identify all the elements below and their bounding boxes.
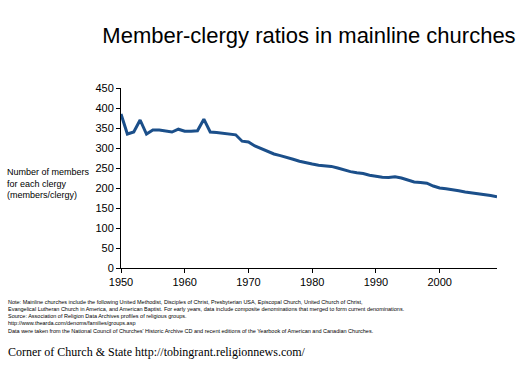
svg-text:100: 100 — [95, 222, 113, 234]
svg-text:Note: Mainline churches includ: Note: Mainline churches include the foll… — [8, 299, 405, 334]
svg-text:200: 200 — [95, 182, 113, 194]
svg-text:400: 400 — [95, 102, 113, 114]
svg-text:1980: 1980 — [300, 276, 324, 288]
svg-text:Member-clergy ratios in mainli: Member-clergy ratios in mainline churche… — [102, 23, 515, 48]
svg-text:1970: 1970 — [236, 276, 260, 288]
svg-text:350: 350 — [95, 122, 113, 134]
svg-text:Corner of Church & State http:: Corner of Church & State http://tobingra… — [8, 345, 306, 359]
svg-text:Number of membersfor each cler: Number of membersfor each clergy(members… — [7, 167, 90, 200]
svg-text:250: 250 — [95, 162, 113, 174]
svg-text:1990: 1990 — [364, 276, 388, 288]
svg-text:1960: 1960 — [172, 276, 196, 288]
svg-text:450: 450 — [95, 82, 113, 94]
svg-text:2000: 2000 — [427, 276, 451, 288]
svg-text:0: 0 — [108, 262, 114, 274]
svg-text:150: 150 — [95, 202, 113, 214]
svg-text:1950: 1950 — [109, 276, 133, 288]
svg-text:300: 300 — [95, 142, 113, 154]
svg-text:50: 50 — [102, 242, 114, 254]
